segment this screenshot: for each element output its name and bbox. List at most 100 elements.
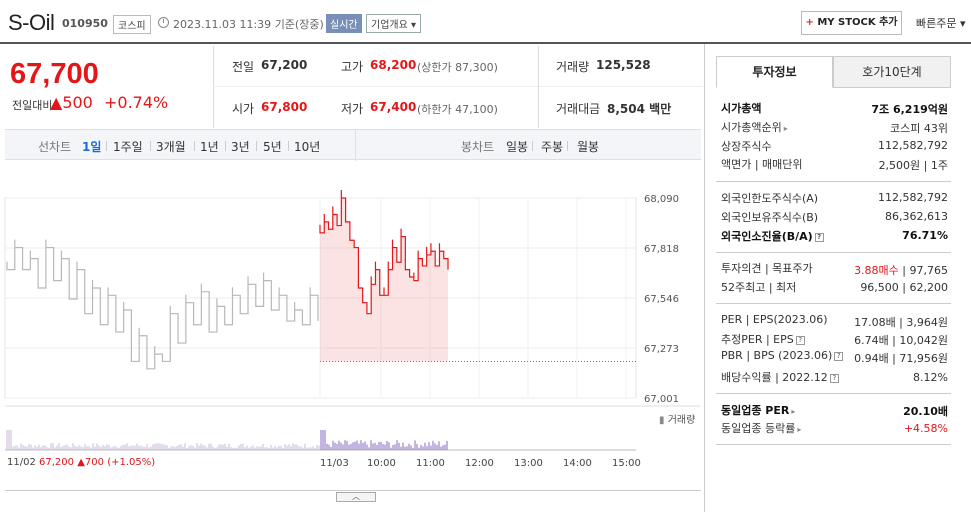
foreign-hold-value: 86,362,613 bbox=[885, 210, 948, 223]
up-triangle-icon: ▲ bbox=[50, 93, 63, 112]
divider bbox=[213, 86, 703, 87]
tab-1week[interactable]: 1주일 bbox=[113, 140, 143, 154]
foreign-limit-value: 112,582,792 bbox=[878, 191, 948, 204]
y-tick-label: 68,090 bbox=[644, 194, 679, 205]
chevron-down-icon: ▾ bbox=[959, 17, 966, 30]
line-chart-label: 선차트 bbox=[38, 140, 72, 154]
price-chart: 68,090 67,818 67,546 67,273 67,001 11/03 10:0… bbox=[4, 190, 700, 469]
x-tick-label: 13:00 bbox=[514, 458, 543, 469]
prev-close-label: 전일 bbox=[232, 60, 255, 74]
divider bbox=[716, 181, 951, 182]
prev-close-value: 67,200 bbox=[261, 58, 308, 72]
y-tick-label: 67,001 bbox=[644, 394, 679, 405]
quick-order-button[interactable]: 빠른주문 ▾ bbox=[916, 17, 966, 30]
divider bbox=[213, 46, 214, 128]
mktcap-label: 시가총액 bbox=[721, 102, 762, 115]
tab-daily-candle[interactable]: 일봉 bbox=[506, 140, 529, 154]
foreign-limit-label: 외국인한도주식수(A) bbox=[721, 192, 819, 205]
industry-rate-value: +4.58% bbox=[903, 422, 948, 435]
opinion-label: 투자의견 | 목표주가 bbox=[721, 262, 813, 275]
diff-label: 전일대비 bbox=[12, 99, 53, 112]
stock-code: 010950 bbox=[62, 17, 108, 30]
per-value: 17.08배 | 3,964원 bbox=[854, 316, 948, 329]
diff-percent: +0.74% bbox=[104, 93, 169, 112]
current-price: 67,700 bbox=[10, 58, 99, 90]
shares-value: 112,582,792 bbox=[878, 139, 948, 152]
upper-limit: (상한가 87,300) bbox=[417, 61, 498, 74]
open-label: 시가 bbox=[232, 102, 255, 116]
series-today-area bbox=[320, 198, 448, 362]
tab-hoga[interactable]: 호가10단계 bbox=[833, 56, 951, 88]
help-icon[interactable]: ? bbox=[829, 373, 839, 383]
x-tick-label: 12:00 bbox=[465, 458, 494, 469]
tab-3year[interactable]: 3년 bbox=[231, 140, 250, 154]
chart-period-tabs: 선차트 1일 1주일 3개월 1년 3년 5년 10년 봉차트 일봉 주봉 월봉 bbox=[5, 129, 701, 161]
low-value: 67,400 bbox=[370, 100, 417, 114]
low-label: 저가 bbox=[341, 102, 364, 116]
opinion-value: 3.88매수 | 97,765 bbox=[854, 264, 948, 277]
eper-value: 6.74배 | 10,042원 bbox=[854, 334, 948, 347]
tab-monthly-candle[interactable]: 월봉 bbox=[577, 140, 600, 154]
mktcap-rank-label: 시가총액순위 ▸ bbox=[721, 121, 788, 134]
series-prev-day-line bbox=[6, 239, 319, 370]
divider bbox=[716, 303, 951, 304]
per-label: PER | EPS(2023.06) bbox=[721, 313, 828, 326]
w52-label: 52주최고 | 최저 bbox=[721, 281, 797, 294]
foreign-rate-value: 76.71% bbox=[902, 229, 948, 242]
corp-info-dropdown[interactable]: 기업개요 ▾ bbox=[366, 14, 422, 33]
foreign-rate-label: 외국인소진율(B/A)? bbox=[721, 228, 824, 244]
divider bbox=[538, 46, 539, 128]
chevron-down-icon: ▾ bbox=[411, 20, 417, 31]
chevron-up-icon[interactable]: ︿ bbox=[336, 492, 376, 502]
realtime-badge: 실시간 bbox=[326, 14, 362, 33]
amount-value: 8,504 백만 bbox=[607, 102, 672, 116]
volume-value: 125,528 bbox=[596, 58, 651, 72]
divider bbox=[716, 393, 951, 394]
par-label: 액면가 | 매매단위 bbox=[721, 158, 803, 171]
x-tick-label: 11/03 bbox=[320, 458, 349, 469]
tab-invest-info[interactable]: 투자정보 bbox=[716, 56, 833, 88]
tab-5year[interactable]: 5년 bbox=[263, 140, 282, 154]
x-tick-label: 10:00 bbox=[367, 458, 396, 469]
lower-limit: (하한가 47,100) bbox=[417, 103, 498, 116]
x-tick-label: 15:00 bbox=[612, 458, 641, 469]
y-tick-label: 67,818 bbox=[644, 244, 679, 255]
divider bbox=[5, 490, 701, 491]
pbr-label: PBR | BPS (2023.06)? bbox=[721, 349, 844, 362]
foreign-hold-label: 외국인보유주식수(B) bbox=[721, 211, 819, 224]
mktcap-rank-value: 코스피 43위 bbox=[890, 122, 948, 135]
high-value: 68,200 bbox=[370, 58, 417, 72]
help-icon[interactable]: ? bbox=[795, 335, 805, 345]
tab-1day[interactable]: 1일 bbox=[82, 140, 102, 154]
tab-10year[interactable]: 10년 bbox=[294, 140, 321, 154]
mktcap-value: 7조 6,219억원 bbox=[871, 103, 948, 116]
prev-day-info: 11/02 67,200 ▲700 (+1.05%) bbox=[7, 457, 156, 468]
volume-label: 거래량 bbox=[556, 60, 590, 74]
w52-value: 96,500 | 62,200 bbox=[860, 281, 948, 294]
market-badge: 코스피 bbox=[113, 15, 151, 34]
divider bbox=[704, 44, 705, 512]
div-label: 배당수익률 | 2022.12? bbox=[721, 369, 839, 385]
y-tick-label: 67,546 bbox=[644, 294, 679, 305]
par-value: 2,500원 | 1주 bbox=[878, 159, 948, 172]
plus-icon: + bbox=[805, 17, 814, 28]
up-triangle-icon: ▲ bbox=[77, 457, 85, 468]
my-stock-add-button[interactable]: + MY STOCK 추가 bbox=[801, 11, 902, 35]
tab-weekly-candle[interactable]: 주봉 bbox=[541, 140, 564, 154]
help-icon[interactable]: ? bbox=[834, 351, 844, 361]
industry-per-label: 동일업종 PER ▸ bbox=[721, 404, 796, 417]
pbr-value: 0.94배 | 71,956원 bbox=[854, 352, 948, 365]
amount-label: 거래대금 bbox=[556, 102, 601, 116]
industry-rate-label: 동일업종 등락률 ▸ bbox=[721, 422, 802, 435]
page-header bbox=[0, 0, 971, 44]
div-value: 8.12% bbox=[913, 371, 948, 384]
x-tick-label: 14:00 bbox=[563, 458, 592, 469]
company-name: S-Oil bbox=[8, 10, 55, 35]
x-tick-label: 11:00 bbox=[416, 458, 445, 469]
open-value: 67,800 bbox=[261, 100, 308, 114]
tab-3month[interactable]: 3개월 bbox=[156, 140, 186, 154]
help-icon[interactable]: ? bbox=[814, 232, 824, 242]
series-today-line bbox=[319, 190, 449, 315]
candle-chart-label: 봉차트 bbox=[461, 140, 495, 154]
tab-1year[interactable]: 1년 bbox=[200, 140, 219, 154]
